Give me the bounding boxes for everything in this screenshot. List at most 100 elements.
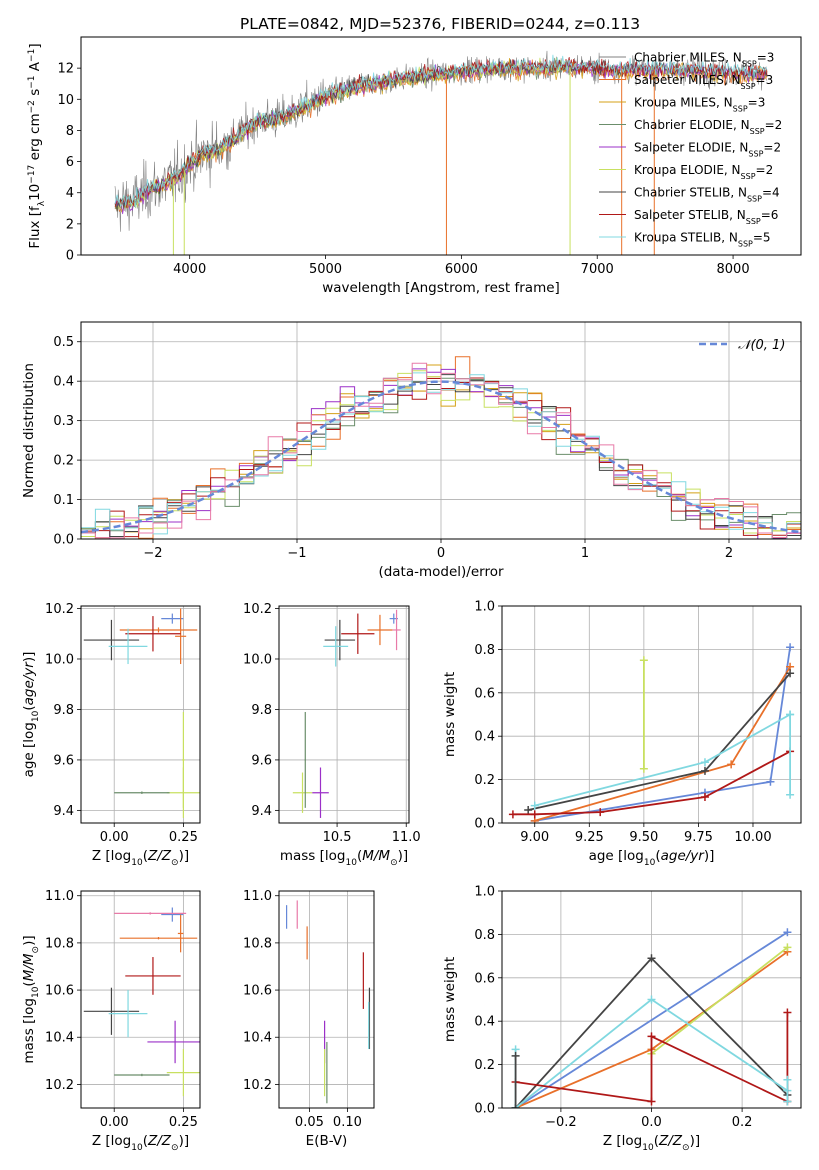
- x-tick-label: 7000: [581, 262, 614, 277]
- age_vs_Z-points: [83, 608, 200, 818]
- age_vs_Z-xlabel: Z [log10(Z/Z⊙)]: [92, 848, 189, 868]
- x-tick-label: 0.25: [169, 830, 198, 845]
- mass_vs_ebv-points: [286, 900, 371, 1104]
- series-line: [534, 713, 791, 807]
- legend-label: Salpeter STELIB, NSSP=6: [634, 208, 778, 226]
- legend-label: Kroupa STELIB, NSSP=5: [634, 231, 771, 249]
- massweight_vs_Z-series: [511, 928, 792, 1108]
- series-marker: [783, 1008, 792, 1017]
- y-tick-label: 0.0: [474, 1102, 495, 1117]
- spectrum-model-line: [114, 60, 767, 215]
- mass_vs_Z-points: [83, 907, 200, 1097]
- label-part: Flux [f: [27, 205, 43, 249]
- mass_vs_ebv-xlabel: E(B-V): [306, 1133, 348, 1149]
- y-tick-label: 12: [57, 62, 74, 77]
- label-part: A: [27, 61, 43, 75]
- label-part: E(B-V): [306, 1133, 348, 1149]
- legend-sub: SSP: [733, 104, 748, 113]
- label-part: s: [27, 89, 43, 100]
- y-tick-label: 10.2: [45, 602, 74, 617]
- y-tick-label: 11.0: [45, 889, 74, 904]
- hist-legend: 𝒩(0, 1): [699, 338, 785, 353]
- label-part: −2: [27, 100, 37, 113]
- y-tick-label: 0.8: [474, 928, 495, 943]
- series-marker: [786, 643, 795, 652]
- x-tick-label: 0.0: [641, 1115, 662, 1130]
- legend-sub: SSP: [742, 59, 757, 68]
- label-part: (: [654, 1133, 659, 1149]
- x-tick-label: 2: [725, 546, 733, 561]
- label-part: Z [log: [603, 1133, 642, 1149]
- series-marker: [783, 1075, 792, 1084]
- series-marker: [783, 1097, 792, 1106]
- y-tick-label: 0.4: [474, 1015, 495, 1030]
- label-part: )]: [690, 1133, 701, 1149]
- y-tick-label: 10.2: [45, 1078, 74, 1093]
- mass_vs_ebv-axes: 0.05 0.10 10.2 10.4 10.6 10.8 11.0: [243, 889, 374, 1130]
- y-tick-label: 9.8: [251, 703, 272, 718]
- series-line: [528, 672, 791, 811]
- label-part: −1: [27, 49, 37, 62]
- y-tick-label: 10.8: [243, 936, 272, 951]
- series-marker: [647, 1097, 656, 1106]
- y-tick-label: 0.8: [474, 643, 495, 658]
- series-marker: [639, 764, 648, 773]
- label-part: age/yr: [21, 661, 37, 706]
- legend-text: =4: [762, 186, 780, 200]
- massweight_vs_age-xlabel: age [log10(age/yr)]: [589, 848, 715, 868]
- series-marker: [647, 1032, 656, 1041]
- label-part: )]: [21, 935, 37, 946]
- legend-sub: SSP: [741, 82, 756, 91]
- label-part: (: [143, 848, 148, 864]
- x-tick-label: 0.00: [100, 1115, 129, 1130]
- series-marker: [783, 943, 792, 952]
- legend-text: Salpeter ELODIE, N: [634, 141, 748, 155]
- x-tick-label: −2: [143, 546, 162, 561]
- y-tick-label: 0.5: [53, 335, 74, 350]
- label-part: age [log: [589, 848, 644, 864]
- series-marker: [647, 995, 656, 1004]
- y-tick-label: 10.8: [45, 936, 74, 951]
- series-marker: [786, 790, 795, 799]
- label-part: Z [log: [92, 1133, 131, 1149]
- spectrum-model-line: [114, 59, 768, 212]
- residual_hist-xlabel: (data-model)/error: [378, 564, 504, 580]
- legend-sub: SSP: [747, 194, 762, 203]
- y-tick-label: 9.8: [53, 703, 74, 718]
- x-tick-label: 8000: [717, 262, 750, 277]
- y-tick-label: 0.3: [53, 414, 74, 429]
- y-tick-label: 10.2: [243, 602, 272, 617]
- legend-text: Salpeter MILES, N: [634, 73, 741, 87]
- label-part: M/M: [362, 848, 390, 864]
- label-part: 10: [642, 1143, 654, 1153]
- label-part: 10: [131, 1143, 143, 1153]
- series-line: [534, 647, 791, 822]
- x-tick-label: 0.10: [333, 1115, 362, 1130]
- series-line: [534, 666, 791, 822]
- series-marker: [596, 808, 605, 817]
- series-marker: [511, 1051, 520, 1060]
- y-tick-label: 0.6: [474, 971, 495, 986]
- label-part: age [log: [21, 722, 37, 777]
- x-tick-label: 10.5: [323, 830, 352, 845]
- y-tick-label: 0.2: [474, 773, 495, 788]
- legend-sub: SSP: [741, 172, 756, 181]
- residual_hist-ylabel: Normed distribution: [21, 363, 37, 498]
- label-part: age/yr: [661, 848, 706, 864]
- spectrum-xlabel: wavelength [Angstrom, rest frame]: [322, 280, 560, 296]
- age_vs_mass-axes: 10.5 11.0 9.4 9.6 9.8 10.0 10.2: [243, 602, 421, 845]
- legend-text: Kroupa STELIB, N: [634, 231, 738, 245]
- label-part: Z/Z: [147, 1133, 172, 1149]
- label-part: ⊙: [171, 1143, 179, 1153]
- label-part: Normed distribution: [21, 363, 37, 498]
- label-part: mass [log: [280, 848, 346, 864]
- label-part: (data-model)/error: [378, 564, 504, 580]
- series-marker: [786, 669, 795, 678]
- y-tick-label: 9.4: [53, 804, 74, 819]
- series-line: [515, 931, 788, 1108]
- legend-text: =2: [763, 141, 781, 155]
- legend-text: =3: [757, 51, 775, 65]
- label-part: 10: [644, 858, 656, 868]
- y-tick-label: 0.4: [53, 375, 74, 390]
- x-tick-label: 5000: [309, 262, 342, 277]
